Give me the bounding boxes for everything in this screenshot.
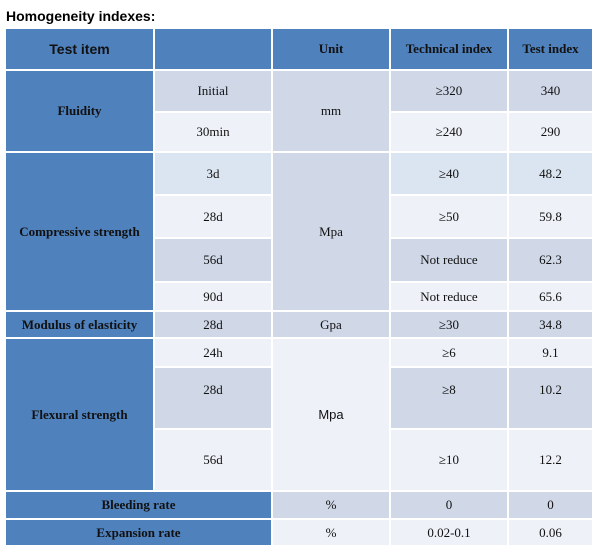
test-index: 9.1 bbox=[507, 337, 594, 368]
test-index: 290 bbox=[507, 111, 594, 153]
test-index: 65.6 bbox=[507, 281, 594, 312]
sub-item: 56d bbox=[153, 237, 273, 283]
expansion-unit: % bbox=[271, 518, 391, 547]
technical-index: ≥320 bbox=[389, 69, 509, 113]
sub-item: 3d bbox=[153, 151, 273, 196]
table-row: 30min ≥240 290 bbox=[5, 111, 594, 153]
flexural-label: Flexural strength bbox=[4, 337, 155, 492]
header-test-item: Test item bbox=[4, 27, 155, 71]
table-row: Fluidity Initial mm ≥320 340 bbox=[4, 69, 594, 153]
test-index: 48.2 bbox=[507, 151, 594, 196]
technical-index: 0.02-0.1 bbox=[389, 518, 509, 547]
sub-item: 28d bbox=[153, 366, 273, 430]
header-blank bbox=[153, 27, 273, 71]
compressive-label: Compressive strength bbox=[4, 151, 155, 312]
bleeding-unit: % bbox=[271, 490, 391, 520]
test-index: 0.06 bbox=[507, 518, 594, 547]
table-row: Modulus of elasticity 28d Gpa ≥30 34.8 bbox=[4, 310, 594, 339]
test-index: 10.2 bbox=[507, 366, 594, 430]
test-index: 0 bbox=[507, 490, 594, 520]
modulus-unit: Gpa bbox=[271, 310, 391, 339]
table-row: Expansion rate % 0.02-0.1 0.06 bbox=[4, 518, 594, 547]
technical-index: Not reduce bbox=[389, 237, 509, 283]
sub-item: Initial bbox=[153, 69, 273, 113]
fluidity-label: Fluidity bbox=[4, 69, 155, 153]
header-row: Test item Unit Technical index Test inde… bbox=[4, 27, 594, 71]
flexural-unit: Mpa bbox=[271, 337, 391, 492]
table-row: Flexural strength 24h Mpa ≥6 9.1 bbox=[4, 337, 594, 492]
table-row: Bleeding rate % 0 0 bbox=[4, 490, 594, 520]
table-row: 28d ≥50 59.8 bbox=[5, 194, 594, 239]
technical-index: ≥40 bbox=[389, 151, 509, 196]
header-test-index: Test index bbox=[507, 27, 594, 71]
homogeneity-table: Test item Unit Technical index Test inde… bbox=[4, 27, 594, 547]
technical-index: ≥8 bbox=[389, 366, 509, 430]
table-row: 56d Not reduce 62.3 bbox=[5, 237, 594, 283]
table-row: 28d ≥8 10.2 bbox=[5, 366, 594, 430]
table-row: 56d ≥10 12.2 bbox=[5, 428, 594, 492]
technical-index: 0 bbox=[389, 490, 509, 520]
test-index: 59.8 bbox=[507, 194, 594, 239]
technical-index: ≥10 bbox=[389, 428, 509, 492]
technical-index: ≥30 bbox=[389, 310, 509, 339]
expansion-label: Expansion rate bbox=[4, 518, 273, 547]
sub-item: 24h bbox=[153, 337, 273, 368]
sub-item: 90d bbox=[153, 281, 273, 312]
sub-item: 28d bbox=[153, 310, 273, 339]
sub-item: 56d bbox=[153, 428, 273, 492]
page-heading: Homogeneity indexes: bbox=[6, 8, 156, 24]
test-index: 340 bbox=[507, 69, 594, 113]
technical-index: ≥6 bbox=[389, 337, 509, 368]
header-technical-index: Technical index bbox=[389, 27, 509, 71]
fluidity-unit: mm bbox=[271, 69, 391, 153]
technical-index: ≥50 bbox=[389, 194, 509, 239]
test-index: 62.3 bbox=[507, 237, 594, 283]
technical-index: ≥240 bbox=[389, 111, 509, 153]
header-unit: Unit bbox=[271, 27, 391, 71]
compressive-unit: Mpa bbox=[271, 151, 391, 312]
table-row: Compressive strength 3d Mpa ≥40 48.2 bbox=[4, 151, 594, 312]
sub-item: 28d bbox=[153, 194, 273, 239]
sub-item: 30min bbox=[153, 111, 273, 153]
modulus-label: Modulus of elasticity bbox=[4, 310, 155, 339]
table-row: 90d Not reduce 65.6 bbox=[5, 281, 594, 312]
test-index: 34.8 bbox=[507, 310, 594, 339]
bleeding-label: Bleeding rate bbox=[4, 490, 273, 520]
test-index: 12.2 bbox=[507, 428, 594, 492]
technical-index: Not reduce bbox=[389, 281, 509, 312]
